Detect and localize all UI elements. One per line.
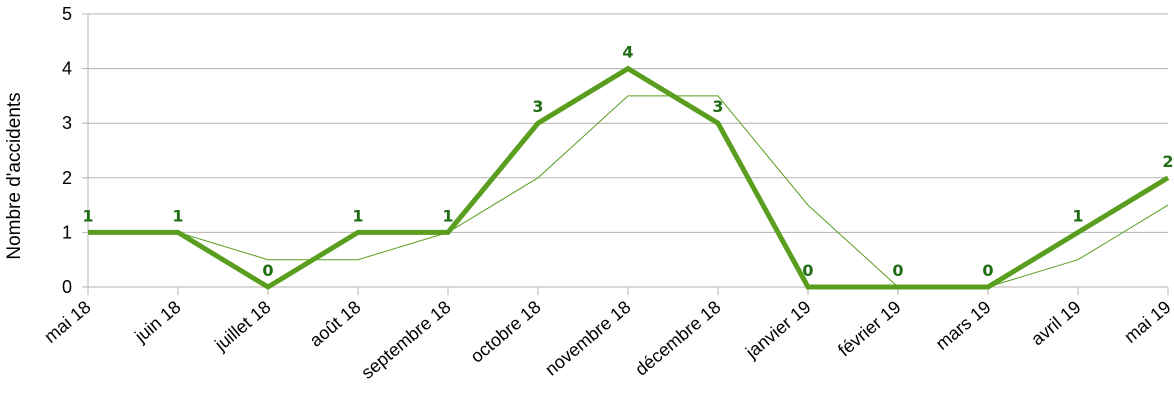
x-tick-label: août 18 [306, 297, 365, 351]
data-label: 0 [262, 261, 273, 280]
y-tick-label: 0 [62, 277, 72, 297]
data-label: 1 [352, 206, 363, 225]
y-axis-title: Nombre d'accidents [4, 92, 25, 259]
y-tick-label: 3 [62, 113, 72, 133]
x-tick-label: février 19 [834, 297, 904, 361]
y-tick-label: 4 [62, 59, 72, 79]
data-label: 2 [1162, 152, 1173, 171]
x-tick-label: janvier 19 [741, 297, 814, 363]
data-label: 0 [802, 261, 813, 280]
data-label: 0 [892, 261, 903, 280]
x-tick-label: avril 19 [1027, 297, 1084, 350]
x-tick-label: septembre 18 [357, 297, 454, 383]
data-label: 1 [82, 206, 93, 225]
data-label: 1 [172, 206, 183, 225]
x-tick-label: mars 19 [932, 297, 995, 354]
x-tick-label: mai 18 [40, 297, 94, 347]
data-label: 1 [442, 206, 453, 225]
x-tick-label: octobre 18 [467, 297, 545, 367]
data-label: 3 [532, 97, 543, 116]
x-tick-label: juin 18 [130, 297, 184, 347]
data-label: 3 [712, 97, 723, 116]
y-tick-label: 2 [62, 168, 72, 188]
x-tick-label: juillet 18 [210, 297, 274, 355]
data-label: 4 [622, 43, 633, 62]
series-lines [88, 65, 1170, 290]
data-label: 0 [982, 261, 993, 280]
data-labels: 1 1 0 1 1 3 4 3 0 0 0 1 2 [82, 43, 1173, 280]
series-line-trend [177, 95, 1169, 288]
data-label: 1 [1072, 206, 1083, 225]
y-tick-label: 5 [62, 4, 72, 24]
y-tick-label: 1 [62, 222, 72, 242]
x-tick-label: mai 19 [1120, 297, 1174, 347]
x-tick-label: novembre 18 [541, 297, 634, 380]
x-tick-label: décembre 18 [631, 297, 724, 380]
